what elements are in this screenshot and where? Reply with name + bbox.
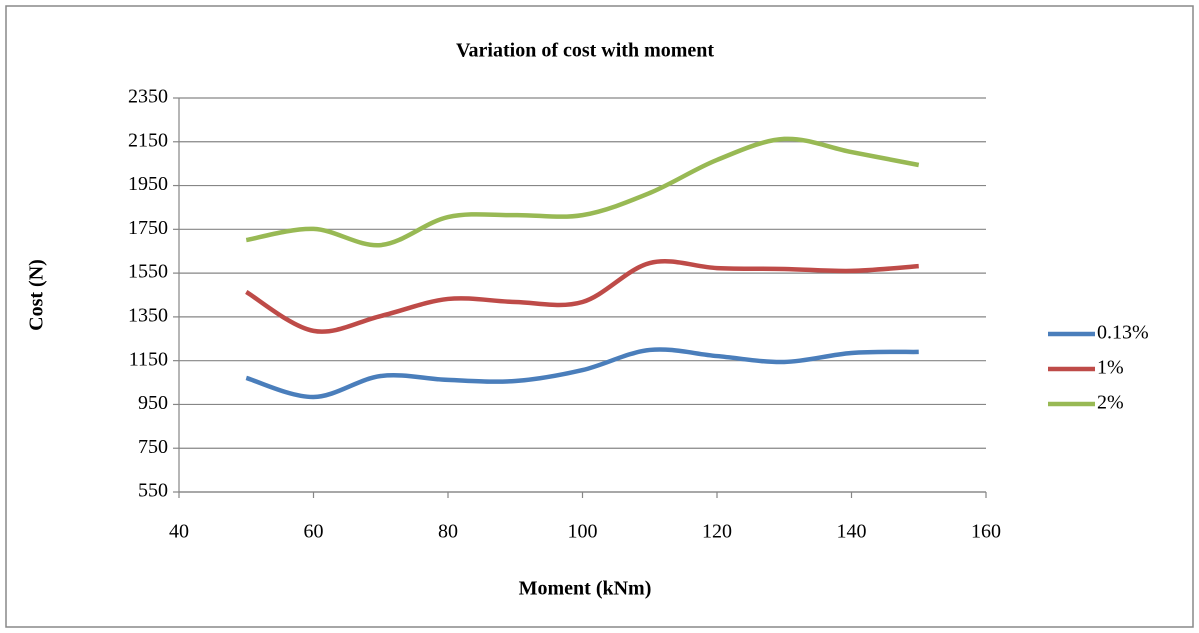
y-axis-title: Cost (N): [26, 259, 48, 331]
x-tick-label: 80: [438, 521, 458, 543]
line-series: [245, 136, 920, 248]
x-tick-label: 100: [568, 521, 598, 543]
legend-label: 0.13%: [1097, 322, 1149, 344]
line-series: [245, 259, 919, 334]
line-series: [245, 347, 919, 400]
legend-label: 2%: [1097, 392, 1124, 414]
chart-title: Variation of cost with moment: [456, 40, 714, 62]
y-tick-label: 1350: [128, 304, 168, 326]
x-axis-title: Moment (kNm): [519, 578, 652, 600]
y-tick-label: 1150: [129, 348, 168, 370]
y-tick-label: 2350: [128, 86, 168, 108]
x-tick-label: 140: [837, 521, 867, 543]
y-tick-label: 950: [138, 392, 168, 414]
y-tick-label: 1750: [128, 217, 168, 239]
x-tick-label: 60: [304, 521, 324, 543]
y-tick-label: 2150: [128, 129, 168, 151]
y-tick-label: 1950: [128, 173, 168, 195]
x-tick-label: 160: [971, 521, 1001, 543]
y-tick-label: 750: [138, 436, 168, 458]
y-tick-label: 1550: [128, 261, 168, 283]
x-tick-label: 120: [702, 521, 732, 543]
legend-label: 1%: [1097, 357, 1124, 379]
x-tick-label: 40: [169, 521, 189, 543]
y-tick-label: 550: [138, 480, 168, 502]
